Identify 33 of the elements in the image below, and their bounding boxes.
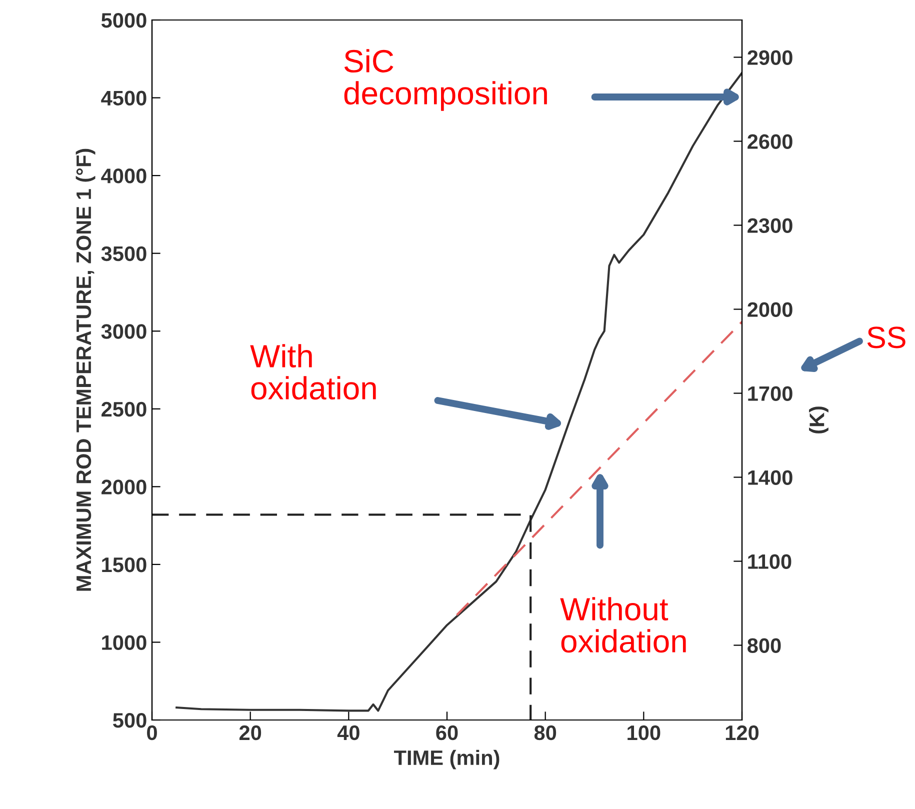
x-tick-label: 100: [628, 725, 660, 740]
y2-tick-label: 2300: [748, 218, 792, 234]
text: SS: [867, 326, 906, 348]
y2-tick-label: 1700: [748, 386, 792, 401]
x-tick-label: 40: [337, 725, 360, 740]
annotation: Without oxidation: [560, 597, 686, 653]
y-tick-label: 1500: [102, 557, 146, 572]
y2-tick-label: 800: [748, 638, 781, 653]
y-tick-label: 3500: [101, 246, 146, 262]
y-tick-label: 4000: [101, 168, 146, 184]
y-tick-label: 2500: [102, 402, 146, 417]
y2-tick-label: 2600: [748, 134, 792, 149]
x-axis-title: TIME (min): [394, 750, 500, 770]
x-tick-label: 20: [239, 725, 262, 740]
line-series: [176, 72, 742, 712]
y-tick-label: 500: [113, 713, 146, 728]
x-tick-label: 120: [726, 725, 759, 740]
y-tick-label: 5000: [101, 13, 146, 28]
x-tick-label: 0: [147, 725, 157, 740]
y-tick-label: 3000: [101, 324, 146, 339]
y2-tick-label: 1400: [748, 470, 792, 485]
y2-tick-label: 1100: [748, 554, 792, 569]
y2-tick-label: 2900: [748, 50, 792, 65]
x-tick-label: 60: [436, 725, 458, 740]
y-tick-label: 2000: [102, 480, 146, 494]
y-tick-label: 1000: [102, 635, 146, 650]
x-tick-label: 80: [534, 725, 556, 740]
y-tick-label: 4500: [101, 90, 146, 106]
annotation: SiC decomposition: [344, 49, 547, 111]
annotation: With oxidation: [250, 344, 376, 400]
y-axis-title: MAXIMUM ROD TEMPERATURE, ZONE 1 (°F): [76, 148, 96, 591]
y2-tick-label: 2000: [748, 302, 792, 317]
y2-axis-title: (K): [809, 406, 828, 434]
